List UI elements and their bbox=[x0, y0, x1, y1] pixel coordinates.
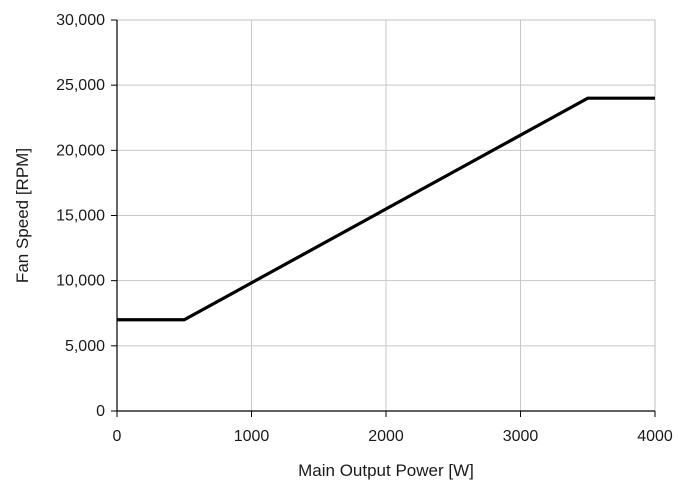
y-tick-label: 15,000 bbox=[56, 208, 105, 225]
y-tick-label: 5,000 bbox=[65, 338, 105, 355]
y-tick-label: 0 bbox=[96, 403, 105, 420]
y-tick-label: 30,000 bbox=[56, 12, 105, 29]
y-axis-title: Fan Speed [RPM] bbox=[13, 148, 32, 283]
y-tick-label: 10,000 bbox=[56, 273, 105, 290]
grid-lines bbox=[117, 20, 655, 411]
x-tick-label: 4000 bbox=[637, 428, 673, 445]
x-tick-label: 0 bbox=[113, 428, 122, 445]
x-axis-title: Main Output Power [W] bbox=[298, 461, 474, 480]
axes bbox=[111, 20, 655, 417]
y-tick-label: 25,000 bbox=[56, 77, 105, 94]
tick-labels: 0 1000 2000 3000 4000 0 5,000 10,000 15,000 20,00… bbox=[56, 12, 673, 445]
y-tick-label: 20,000 bbox=[56, 142, 105, 159]
x-tick-label: 1000 bbox=[234, 428, 270, 445]
x-tick-label: 2000 bbox=[368, 428, 404, 445]
x-tick-label: 3000 bbox=[503, 428, 539, 445]
